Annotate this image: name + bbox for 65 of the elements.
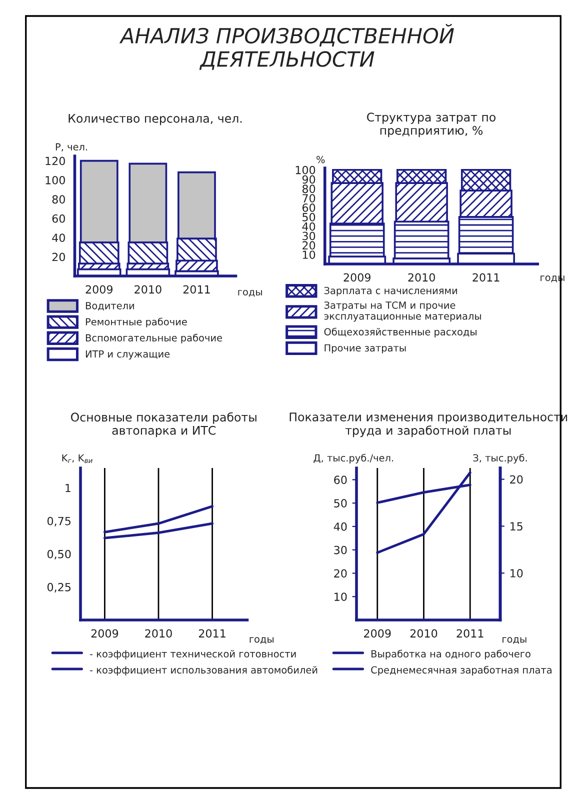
y-axis-title: K$_{г}$, K$_{ви}$ <box>62 454 92 464</box>
x-tick-label: 2010 <box>134 285 162 294</box>
y-tick-label: 60 <box>334 476 347 484</box>
legend-label: Зарплата с начислениями <box>324 286 458 296</box>
x-axis-title: годы <box>238 290 262 297</box>
x-axis-title: годы <box>250 637 274 644</box>
y-tick-label: 0,25 <box>47 582 70 592</box>
y-tick-label: 1 <box>66 484 70 492</box>
text: АНАЛИЗ ПРОИЗВОДСТВЕННОЙ ДЕЯТЕЛЬНОСТИ <box>119 24 454 70</box>
x-tick-label: 2011 <box>456 629 484 638</box>
y2-tick-label: 15 <box>510 522 522 531</box>
y2-tick-label: 10 <box>510 569 523 578</box>
y-axis-title: Р, чел. <box>56 143 88 152</box>
y-axis-title: % <box>316 156 325 164</box>
y-tick-label: 20 <box>52 252 65 262</box>
chart-title: Структура затрат по предприятию, % <box>367 112 496 138</box>
y-tick-label: 50 <box>334 499 347 508</box>
x-tick-label: 2011 <box>472 273 500 282</box>
x-tick-label: 2009 <box>86 285 112 294</box>
y-tick-label: 90 <box>302 175 316 184</box>
x-tick-label: 2011 <box>183 285 210 294</box>
chart-title: Основные показатели работы автопарка и ИТС <box>70 412 256 438</box>
legend-label: ИТР и служащие <box>86 350 170 360</box>
y-axis-title: Д, тыс.руб./чел. <box>314 454 394 464</box>
x-axis-title: годы <box>502 637 526 644</box>
x-tick-label: 2011 <box>198 629 226 638</box>
y-tick-label: 70 <box>302 194 316 202</box>
y-tick-label: 40 <box>302 222 316 231</box>
legend-label: Общехозяйственные расходы <box>324 328 476 338</box>
x-tick-label: 2010 <box>408 273 435 282</box>
y-tick-label: 60 <box>302 204 316 212</box>
y-tick-label: 80 <box>52 195 65 204</box>
y-tick-label: 10 <box>334 592 347 601</box>
y2-axis-title: З, тыс.руб. <box>473 454 527 464</box>
y-tick-label: 100 <box>46 176 65 184</box>
legend-label: Среднемесячная заработная плата <box>371 666 552 676</box>
y-tick-label: 40 <box>334 522 347 531</box>
x-tick-label: 2009 <box>91 629 118 638</box>
y-tick-label: 80 <box>302 184 316 194</box>
y-tick-label: 120 <box>46 156 65 166</box>
legend-label: - коэффициент технической готовности <box>90 650 296 660</box>
legend-label: Водители <box>86 302 134 311</box>
x-tick-label: 2010 <box>410 629 438 638</box>
y-tick-label: 20 <box>302 241 316 250</box>
y-tick-label: 20 <box>334 569 347 578</box>
x-tick-label: 2009 <box>364 629 391 638</box>
y-tick-label: 60 <box>52 214 65 223</box>
legend-label: Выработка на одного рабочего <box>372 650 530 660</box>
y-tick-label: 10 <box>302 250 316 259</box>
legend-label: Вспомогательные рабочие <box>86 334 222 344</box>
x-tick-label: 2009 <box>344 273 370 282</box>
legend-label: Прочие затраты <box>324 344 406 354</box>
y-tick-label: 30 <box>302 232 316 240</box>
y-tick-label: 40 <box>52 234 65 242</box>
y2-tick-label: 20 <box>510 475 523 484</box>
legend-label: - коэффициент использования автомобилей <box>90 666 318 676</box>
y-tick-label: 100 <box>296 166 316 174</box>
y-tick-label: 0,75 <box>47 516 70 526</box>
y-tick-label: 50 <box>302 212 316 222</box>
legend-label: Ремонтные рабочие <box>86 318 187 328</box>
legend-label: Затраты на ТСМ и прочие эксплуатационные материалы <box>324 301 481 322</box>
y-tick-label: 0,50 <box>47 550 71 560</box>
chart-title: Количество персонала, чел. <box>68 114 242 126</box>
y-tick-label: 30 <box>334 546 347 554</box>
x-tick-label: 2010 <box>145 629 172 638</box>
